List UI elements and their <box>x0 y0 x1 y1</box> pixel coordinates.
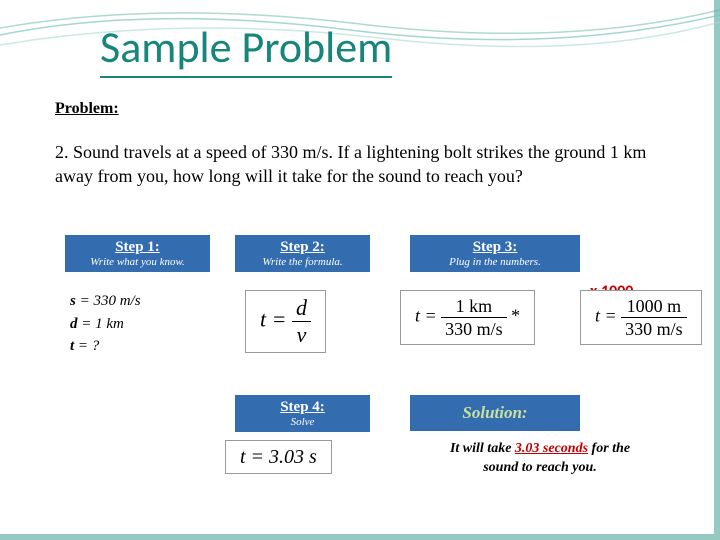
step2-sub: Write the formula. <box>245 256 360 268</box>
step4-formula: t = 3.03 s <box>225 440 332 474</box>
step2-title: Step 2: <box>245 239 360 256</box>
step2-frac: dv <box>292 297 311 346</box>
step3a-frac: 1 km330 m/s <box>441 297 507 338</box>
step2-den: v <box>292 322 311 346</box>
step1-sub: Write what you know. <box>75 256 200 268</box>
step3a-lhs: t = <box>415 306 441 326</box>
given-line-3: t = ? <box>70 335 141 358</box>
step3a-den: 330 m/s <box>441 318 507 338</box>
step2-lhs: t = <box>260 307 292 332</box>
given-line-2: d = 1 km <box>70 313 141 336</box>
given-line-1: s = 330 m/s <box>70 290 141 313</box>
step3a-num: 1 km <box>441 297 507 318</box>
step3b-den: 330 m/s <box>621 318 687 338</box>
solution-header: Solution: <box>410 395 580 431</box>
step2-formula: t = dv <box>245 290 326 353</box>
step3a-trail: * <box>507 306 521 326</box>
step3-formula-a: t = 1 km330 m/s * <box>400 290 535 345</box>
step1-title: Step 1: <box>75 239 200 256</box>
step1-header: Step 1: Write what you know. <box>65 235 210 272</box>
solution-label: Solution: <box>420 399 570 427</box>
solution-text: It will take 3.03 seconds for the sound … <box>440 440 640 478</box>
step2-header: Step 2: Write the formula. <box>235 235 370 272</box>
step4-header: Step 4: Solve <box>235 395 370 432</box>
step3b-num: 1000 m <box>621 297 687 318</box>
step3b-frac: 1000 m330 m/s <box>621 297 687 338</box>
step2-num: d <box>292 297 311 322</box>
slide-title: Sample Problem <box>100 20 392 78</box>
step3-title: Step 3: <box>420 239 570 256</box>
step3b-lhs: t = <box>595 306 621 326</box>
problem-text: 2. Sound travels at a speed of 330 m/s. … <box>55 140 665 189</box>
solution-pre: It will take <box>450 441 515 456</box>
val-d: = 1 km <box>78 316 124 332</box>
solution-highlight: 3.03 seconds <box>515 441 588 456</box>
var-d: d <box>70 316 78 332</box>
problem-label: Problem: <box>55 100 119 118</box>
givens-block: s = 330 m/s d = 1 km t = ? <box>70 290 141 358</box>
step3-header: Step 3: Plug in the numbers. <box>410 235 580 272</box>
val-s: = 330 m/s <box>76 293 141 309</box>
step3-sub: Plug in the numbers. <box>420 256 570 268</box>
step3-formula-b: t = 1000 m330 m/s <box>580 290 702 345</box>
step4-text: t = 3.03 s <box>240 446 317 468</box>
val-t: = ? <box>74 338 99 354</box>
step4-sub: Solve <box>245 416 360 428</box>
step4-title: Step 4: <box>245 399 360 416</box>
